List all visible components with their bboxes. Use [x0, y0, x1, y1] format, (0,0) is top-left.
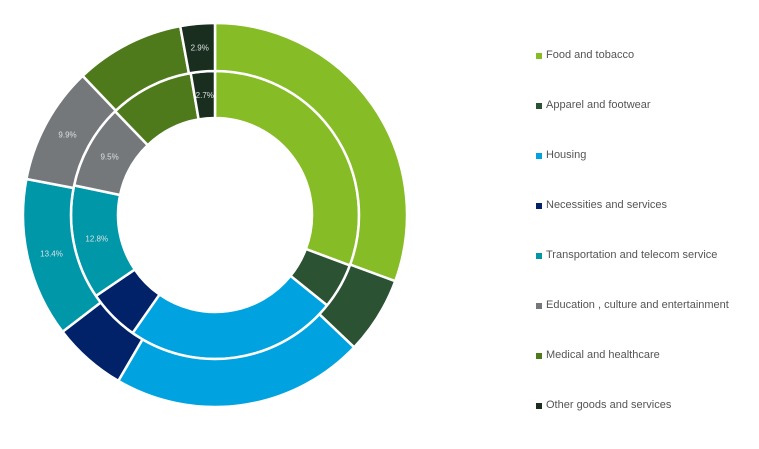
legend-label: Education , culture and entertainment — [546, 299, 729, 311]
legend-swatch — [536, 53, 542, 59]
legend-label: Food and tobacco — [546, 49, 635, 61]
legend-item: Housing — [536, 149, 729, 199]
legend-swatch — [536, 153, 542, 159]
legend-swatch — [536, 353, 542, 359]
legend-item: Transportation and telecom service — [536, 249, 729, 299]
legend-item: Food and tobacco — [536, 49, 729, 99]
legend-swatch — [536, 103, 542, 109]
inner-data-label: 12.8% — [85, 234, 108, 243]
legend-item: Other goods and services — [536, 399, 729, 449]
legend-label: Other goods and services — [546, 399, 672, 411]
legend-item: Education , culture and entertainment — [536, 299, 729, 349]
outer-data-label: 9.9% — [58, 131, 76, 140]
outer-data-label: 2.9% — [191, 44, 209, 53]
inner-data-label: 2.7% — [196, 91, 214, 100]
nested-donut-chart: 12.8% 9.5% 2.7% 13.4% 9.9% 2.9% — [21, 21, 409, 409]
legend-label: Apparel and footwear — [546, 99, 651, 111]
legend-swatch — [536, 203, 542, 209]
legend-label: Transportation and telecom service — [546, 249, 718, 261]
legend-label: Necessities and services — [546, 199, 668, 211]
legend-label: Housing — [546, 149, 587, 161]
legend: Food and tobacco Apparel and footwear Ho… — [536, 49, 729, 449]
outer-slice-7 — [178, 21, 217, 75]
legend-swatch — [536, 253, 542, 259]
legend-item: Necessities and services — [536, 199, 729, 249]
legend-item: Medical and healthcare — [536, 349, 729, 399]
legend-label: Medical and healthcare — [546, 349, 660, 361]
outer-data-label: 13.4% — [40, 250, 63, 259]
inner-data-label: 9.5% — [100, 153, 118, 162]
legend-swatch — [536, 303, 542, 309]
legend-swatch — [536, 403, 542, 409]
legend-item: Apparel and footwear — [536, 99, 729, 149]
